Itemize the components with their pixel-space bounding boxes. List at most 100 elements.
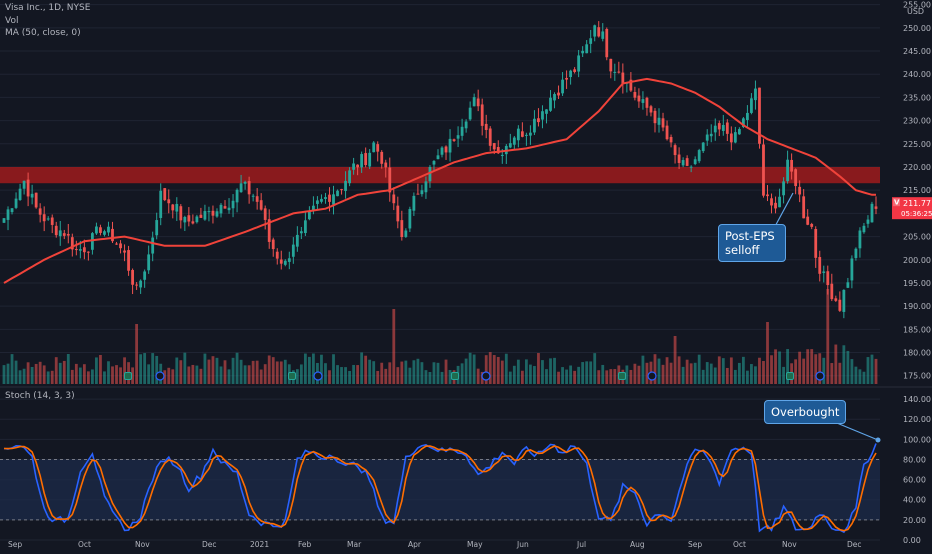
volume-bar (328, 370, 331, 384)
volume-bar (135, 324, 139, 384)
stoch-d-line (3, 445, 877, 532)
candle (569, 70, 572, 78)
volume-bar (685, 359, 689, 384)
volume-bar (255, 360, 259, 384)
volume-bar (139, 354, 143, 384)
volume-bar (549, 358, 552, 384)
volume-bar (508, 371, 512, 384)
time-tick-label: Aug (630, 540, 645, 549)
price-tick-label: 255.00 (903, 1, 931, 10)
candle (22, 180, 26, 189)
volume-bar (561, 367, 564, 384)
ma-line (3, 77, 876, 284)
candle (581, 50, 585, 54)
candle (392, 194, 396, 204)
candle (617, 71, 621, 73)
volume-bar (669, 362, 673, 384)
volume-bar (713, 367, 717, 384)
candle (858, 230, 862, 249)
volume-bar (303, 353, 307, 384)
volume-bar (78, 367, 82, 384)
volume-bar (786, 349, 789, 384)
volume-bar (746, 370, 749, 384)
candle (223, 206, 227, 209)
candle (103, 231, 106, 235)
candle (70, 237, 74, 250)
candle (669, 136, 673, 143)
candle (770, 198, 773, 206)
price-tick-label: 175.00 (903, 372, 931, 381)
volume-bar (862, 371, 866, 384)
candle (324, 197, 327, 199)
volume-bar (95, 357, 98, 384)
candle (665, 125, 669, 140)
price-tick-label: 215.00 (903, 186, 931, 195)
volume-bar (428, 371, 432, 384)
time-tick-label: Nov (782, 540, 797, 549)
volume-bar (806, 349, 810, 384)
candle (637, 95, 641, 102)
stoch-tick-label: 100.00 (903, 435, 931, 444)
volume-bar (231, 357, 235, 384)
candle (340, 189, 343, 191)
earnings-icon (481, 371, 491, 381)
candle (316, 200, 319, 204)
candle (203, 211, 207, 220)
volume-bar (195, 365, 199, 384)
dividend-icon (451, 372, 459, 380)
candle (798, 186, 802, 195)
volume-bar (754, 366, 757, 384)
volume-bar (488, 352, 492, 384)
candle (424, 181, 428, 193)
candle (219, 204, 223, 214)
candle (179, 206, 183, 221)
volume-bar (850, 359, 854, 384)
candle (388, 167, 392, 193)
candle (653, 110, 657, 124)
candle (838, 299, 842, 311)
price-tick-label: 190.00 (903, 302, 931, 311)
volume-bar (524, 359, 528, 384)
volume-bar (211, 356, 215, 384)
last-price-label: 211.77 (903, 199, 931, 208)
time-tick-label: Apr (408, 540, 422, 549)
volume-bar (593, 353, 597, 384)
candle (818, 257, 822, 274)
candle (263, 208, 267, 220)
countdown-label: 05:36:25 (901, 210, 932, 218)
overbought-callout: Overbought (764, 400, 847, 424)
volume-bar (500, 360, 504, 384)
candle (235, 189, 239, 203)
earnings-marker (313, 371, 323, 381)
candle (557, 92, 560, 96)
volume-bar (183, 352, 187, 384)
volume-bar (235, 352, 239, 384)
candle (790, 159, 794, 172)
volume-bar (412, 360, 416, 384)
volume-bar (312, 353, 315, 384)
volume-bar (838, 362, 842, 384)
candle (299, 231, 303, 234)
volume-bar (798, 351, 802, 384)
volume-bar (223, 360, 227, 384)
volume-bar (613, 369, 617, 384)
volume-bar (545, 369, 548, 384)
candle (500, 154, 504, 157)
candle (693, 159, 697, 165)
candle (520, 131, 524, 137)
candle (689, 166, 693, 168)
candle (605, 28, 609, 58)
volume-bar (308, 356, 311, 384)
candle (368, 152, 372, 167)
volume-bar (107, 361, 110, 384)
candle (320, 198, 323, 202)
candle (215, 211, 219, 217)
volume-bar (770, 355, 773, 384)
volume-bar (653, 354, 657, 384)
earnings-marker (481, 371, 491, 381)
price-tick-label: 200.00 (903, 256, 931, 265)
candle (754, 88, 757, 101)
candle (139, 280, 143, 288)
